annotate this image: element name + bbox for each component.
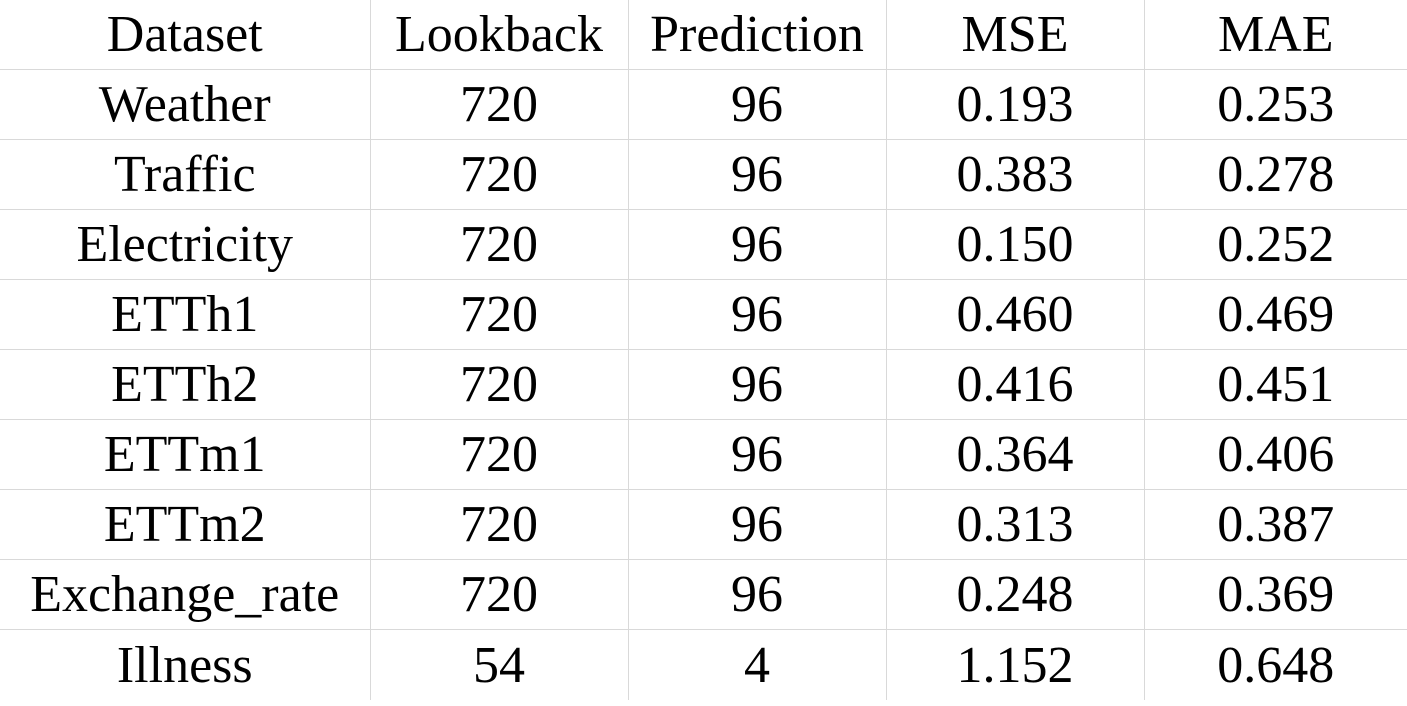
cell-prediction[interactable]: 96: [627, 489, 887, 560]
cell-lookback[interactable]: 720: [369, 279, 629, 350]
cell-mse[interactable]: 0.150: [885, 209, 1145, 280]
cell-mae[interactable]: 0.469: [1143, 279, 1407, 350]
cell-dataset[interactable]: Electricity: [0, 209, 371, 280]
header-cell-dataset[interactable]: Dataset: [0, 0, 371, 70]
table-row: ETTh1 720 96 0.460 0.469: [0, 279, 1407, 350]
cell-mse[interactable]: 0.383: [885, 139, 1145, 210]
cell-mse[interactable]: 0.364: [885, 419, 1145, 490]
cell-mae[interactable]: 0.648: [1143, 629, 1407, 700]
header-cell-mae[interactable]: MAE: [1143, 0, 1407, 70]
cell-dataset[interactable]: Illness: [0, 629, 371, 700]
cell-lookback[interactable]: 720: [369, 489, 629, 560]
cell-lookback[interactable]: 720: [369, 419, 629, 490]
cell-lookback[interactable]: 720: [369, 349, 629, 420]
cell-prediction[interactable]: 96: [627, 279, 887, 350]
cell-prediction[interactable]: 96: [627, 209, 887, 280]
cell-mse[interactable]: 0.313: [885, 489, 1145, 560]
table-row: Traffic 720 96 0.383 0.278: [0, 139, 1407, 210]
header-cell-prediction[interactable]: Prediction: [627, 0, 887, 70]
header-cell-mse[interactable]: MSE: [885, 0, 1145, 70]
cell-lookback[interactable]: 54: [369, 629, 629, 700]
table-row: Exchange_rate 720 96 0.248 0.369: [0, 559, 1407, 630]
cell-mse[interactable]: 0.416: [885, 349, 1145, 420]
table-row: Weather 720 96 0.193 0.253: [0, 69, 1407, 140]
cell-dataset[interactable]: ETTh1: [0, 279, 371, 350]
cell-mse[interactable]: 0.460: [885, 279, 1145, 350]
table-row: ETTm2 720 96 0.313 0.387: [0, 489, 1407, 560]
cell-lookback[interactable]: 720: [369, 139, 629, 210]
header-row: Dataset Lookback Prediction MSE MAE: [0, 0, 1407, 70]
cell-prediction[interactable]: 96: [627, 139, 887, 210]
cell-mae[interactable]: 0.387: [1143, 489, 1407, 560]
table-row: Illness 54 4 1.152 0.648: [0, 629, 1407, 700]
cell-mae[interactable]: 0.369: [1143, 559, 1407, 630]
cell-dataset[interactable]: ETTm1: [0, 419, 371, 490]
cell-prediction[interactable]: 96: [627, 349, 887, 420]
header-cell-lookback[interactable]: Lookback: [369, 0, 629, 70]
cell-mse[interactable]: 1.152: [885, 629, 1145, 700]
table-row: ETTm1 720 96 0.364 0.406: [0, 419, 1407, 490]
cell-mae[interactable]: 0.253: [1143, 69, 1407, 140]
cell-lookback[interactable]: 720: [369, 69, 629, 140]
cell-mae[interactable]: 0.278: [1143, 139, 1407, 210]
cell-mse[interactable]: 0.193: [885, 69, 1145, 140]
cell-dataset[interactable]: Weather: [0, 69, 371, 140]
cell-lookback[interactable]: 720: [369, 559, 629, 630]
table-row: Electricity 720 96 0.150 0.252: [0, 209, 1407, 280]
cell-dataset[interactable]: Exchange_rate: [0, 559, 371, 630]
cell-prediction[interactable]: 4: [627, 629, 887, 700]
cell-mae[interactable]: 0.406: [1143, 419, 1407, 490]
cell-lookback[interactable]: 720: [369, 209, 629, 280]
cell-prediction[interactable]: 96: [627, 69, 887, 140]
cell-mae[interactable]: 0.252: [1143, 209, 1407, 280]
cell-mae[interactable]: 0.451: [1143, 349, 1407, 420]
cell-mse[interactable]: 0.248: [885, 559, 1145, 630]
cell-dataset[interactable]: Traffic: [0, 139, 371, 210]
cell-prediction[interactable]: 96: [627, 419, 887, 490]
cell-dataset[interactable]: ETTm2: [0, 489, 371, 560]
cell-prediction[interactable]: 96: [627, 559, 887, 630]
table-row: ETTh2 720 96 0.416 0.451: [0, 349, 1407, 420]
cell-dataset[interactable]: ETTh2: [0, 349, 371, 420]
